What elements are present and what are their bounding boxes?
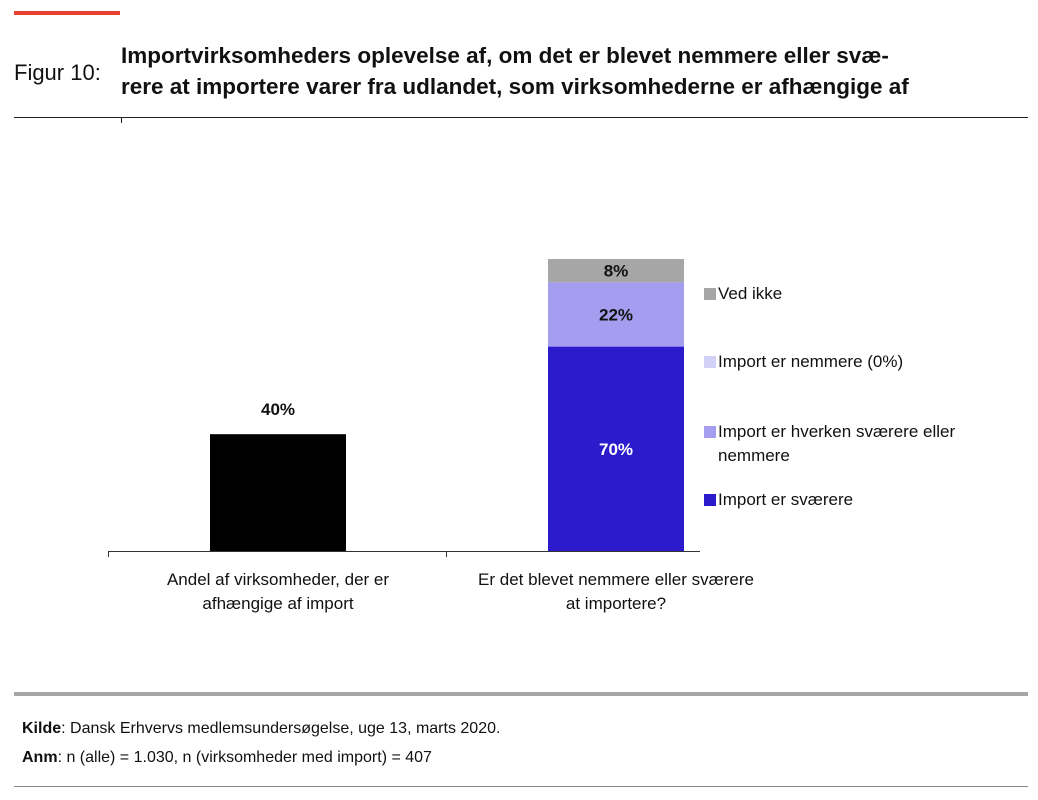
accent-bar: [14, 11, 120, 15]
annotation-note: Anm: n (alle) = 1.030, n (virksomheder m…: [22, 749, 432, 767]
category-label-dependency: Andel af virksomheder, der er afhængige …: [108, 568, 448, 616]
footer-rule: [14, 692, 1028, 696]
legend-label: Import er hverken sværere eller: [718, 422, 956, 441]
legend-swatch: [704, 356, 716, 368]
title-rule-tick: [121, 117, 122, 123]
legend-swatch: [704, 426, 716, 438]
bottom-rule: [14, 786, 1028, 787]
legend-label: Import er nemmere (0%): [718, 352, 904, 371]
chart-title: Importvirksomheders oplevelse af, om det…: [121, 40, 1021, 102]
legend-label: Import er sværere: [718, 490, 854, 509]
category-label-line: Andel af virksomheder, der er: [166, 570, 390, 589]
title-line-1: Importvirksomheders oplevelse af, om det…: [121, 43, 889, 68]
category-label-easier-harder: Er det blevet nemmere eller sværere at i…: [446, 568, 786, 616]
category-label-line: at importere?: [565, 594, 667, 613]
data-label-dependency: 40%: [261, 400, 295, 419]
data-label-segment-0: 70%: [599, 440, 633, 459]
legend-item: Import er hverken sværere eller nemmere: [700, 420, 1010, 468]
legend-item: Import er sværere: [700, 488, 1010, 512]
legend-swatch: [704, 494, 716, 506]
bar-import-dependency: [210, 434, 346, 551]
figure-label: Figur 10:: [14, 60, 101, 85]
legend-swatch: [704, 288, 716, 300]
legend-item: Ved ikke: [700, 282, 1010, 306]
legend-label: nemmere: [718, 446, 790, 465]
legend-item: Import er nemmere (0%): [700, 350, 1010, 374]
category-label-line: Er det blevet nemmere eller sværere: [478, 570, 754, 589]
category-label-line: afhængige af import: [202, 594, 354, 613]
title-rule: [14, 117, 1028, 118]
data-label-segment-1: 22%: [599, 305, 633, 324]
note-label: Anm: [22, 749, 58, 766]
stack-segment-1: [548, 282, 684, 347]
stack-segment-3: [548, 259, 684, 283]
stack-segment-0: [548, 346, 684, 551]
source-note: Kilde: Dansk Erhvervs medlemsundersøgels…: [22, 720, 500, 738]
data-label-segment-3: 8%: [604, 262, 629, 281]
note-text: : n (alle) = 1.030, n (virksomheder med …: [57, 749, 432, 766]
source-text: : Dansk Erhvervs medlemsundersøgelse, ug…: [61, 720, 501, 737]
source-label: Kilde: [22, 720, 62, 737]
title-line-2: rere at importere varer fra udlandet, so…: [121, 74, 909, 99]
legend-label: Ved ikke: [718, 284, 783, 303]
bar-chart: 40% 70% 22% 8%: [108, 259, 700, 557]
